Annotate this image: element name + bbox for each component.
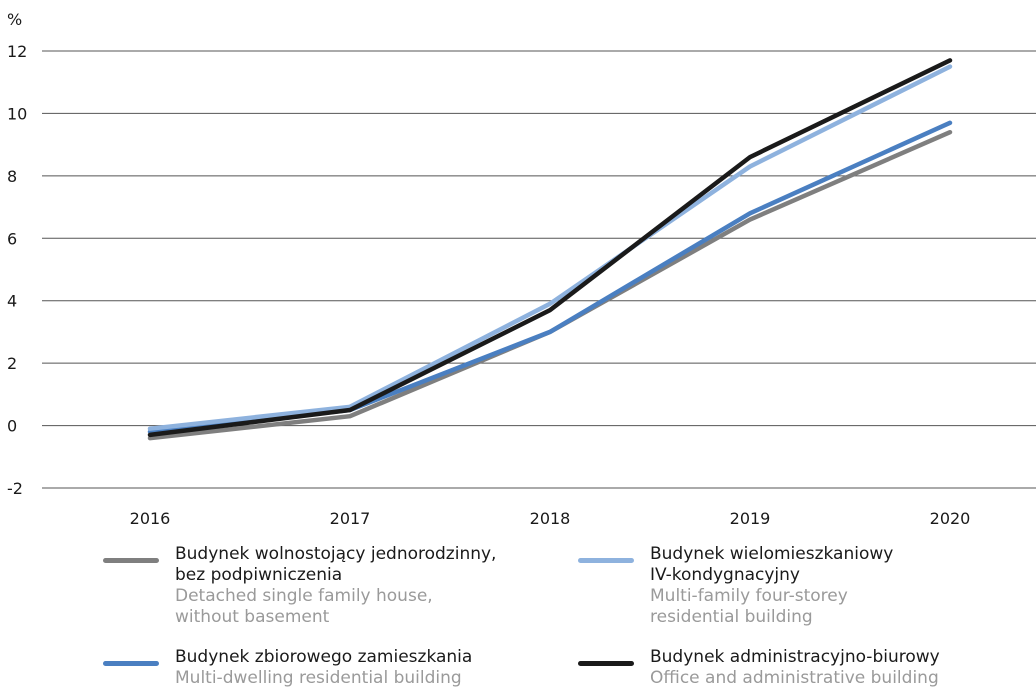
x-tick-label: 2019: [730, 509, 771, 528]
legend-label-pl: Budynek wielomieszkaniowy: [650, 544, 894, 564]
legend-label-en: without basement: [175, 607, 330, 627]
y-tick-label: 8: [7, 167, 17, 186]
legend-label-pl: Budynek administracyjno-biurowy: [650, 647, 940, 667]
legend-swatch-multifamily: [578, 558, 634, 563]
legend-label-pl: bez podpiwniczenia: [175, 565, 343, 585]
series-lines: [147, 58, 953, 441]
y-tick-label: 10: [7, 104, 27, 123]
legend-label-en: Detached single family house,: [175, 586, 433, 606]
legend-swatch-detached: [103, 558, 159, 563]
legend-swatch-office: [578, 661, 634, 666]
legend-label-en: residential building: [650, 607, 813, 627]
y-tick-label: 12: [7, 42, 27, 61]
series-line-office: [147, 58, 953, 438]
series-line-multifamily: [147, 64, 953, 431]
x-tick-label: 2018: [530, 509, 571, 528]
y-tick-label: 4: [7, 292, 17, 311]
legend-label-en: Multi-dwelling residential building: [175, 668, 462, 688]
legend-swatch-multidwelling: [103, 661, 159, 666]
y-tick-label: -2: [7, 479, 23, 498]
legend-label-en: Office and administrative building: [650, 668, 939, 688]
legend-label-pl: Budynek wolnostojący jednorodzinny,: [175, 544, 497, 564]
legend-label-pl: IV-kondygnacyjny: [650, 565, 800, 585]
y-tick-label: 6: [7, 229, 17, 248]
x-axis-tick-labels: 2016 2017 2018 2019 2020: [130, 509, 971, 528]
legend-label-pl: Budynek zbiorowego zamieszkania: [175, 647, 473, 667]
legend-label-en: Multi-family four-storey: [650, 586, 848, 606]
line-chart: 12 10 8 6 4 2 0 -2 2016 2017 2018 2019 2020: [7, 42, 1036, 528]
series-line-multidwelling: [147, 120, 953, 435]
y-axis-tick-labels: 12 10 8 6 4 2 0 -2: [7, 42, 27, 498]
x-tick-label: 2016: [130, 509, 171, 528]
x-tick-label: 2020: [930, 509, 971, 528]
y-tick-label: 2: [7, 354, 17, 373]
x-tick-label: 2017: [330, 509, 371, 528]
y-tick-label: 0: [7, 417, 17, 436]
y-axis-unit-label: %: [7, 10, 23, 29]
